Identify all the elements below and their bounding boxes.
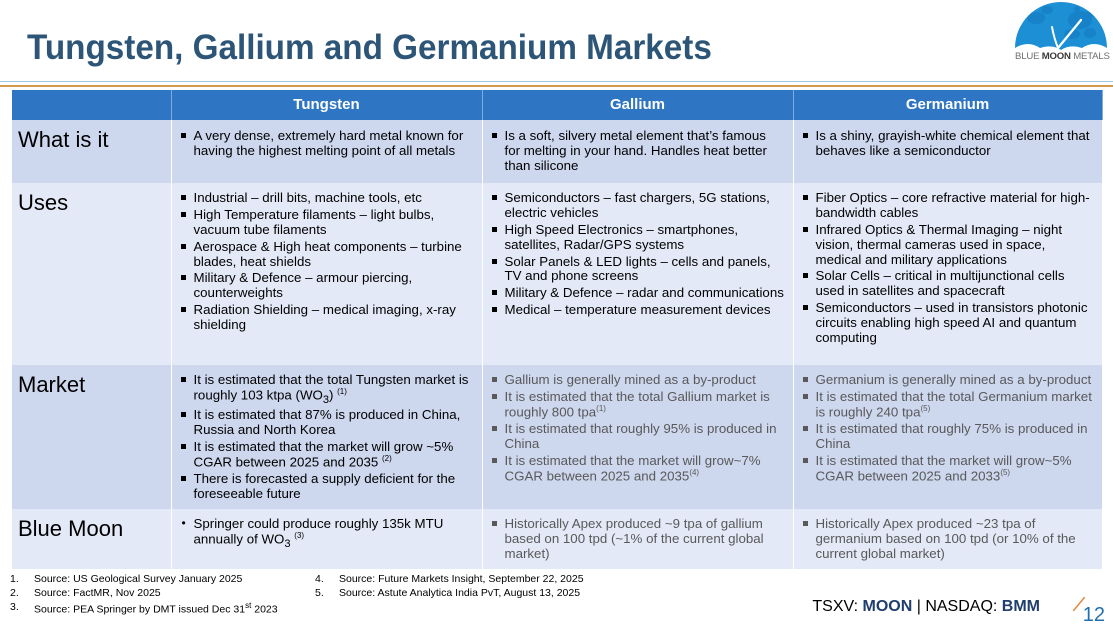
svg-text:BLUE MOON METALS: BLUE MOON METALS: [1015, 51, 1110, 62]
